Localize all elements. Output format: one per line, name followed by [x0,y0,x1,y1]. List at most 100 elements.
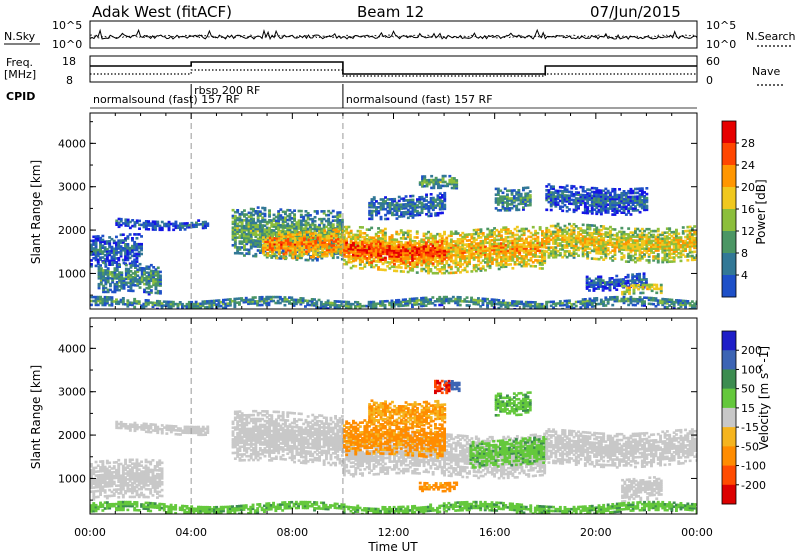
echo-cell [454,271,458,274]
echo-cell [688,237,692,240]
echo-cell [604,199,608,202]
echo-cell [167,220,171,224]
echo-cell [334,215,337,218]
echo-cell [522,251,526,254]
echo-cell [236,246,240,249]
echo-cell [138,278,142,282]
echo-cell [358,231,362,235]
echo-cell [309,236,313,239]
echo-cell [365,239,369,243]
echo-cell [368,228,371,231]
echo-cell [440,259,444,263]
echo-cell [597,202,601,206]
echo-cell [554,236,558,239]
echo-cell [634,187,637,191]
echo-cell [472,238,476,242]
echo-cell [104,290,108,294]
echo-cell [272,223,276,226]
echo-cell [579,237,583,240]
echo-cell [252,209,255,213]
echo-cell [554,203,558,206]
echo-cell [238,224,242,228]
echo-cell [529,253,533,256]
echo-cell [127,267,131,271]
echo-cell [131,279,135,283]
echo-cell [388,209,392,213]
echo-cell [265,232,269,236]
echo-cell [434,178,438,182]
echo-cell [504,261,508,264]
echo-cell [370,245,374,249]
echo-cell [281,228,285,231]
echo-cell [629,237,633,240]
echo-cell [284,232,287,235]
echo-cell [656,245,660,248]
echo-cell [124,237,127,240]
echo-cell [454,259,458,263]
echo-cell [449,234,453,238]
echo-cell [496,191,500,195]
echo-cell [443,266,446,269]
echo-cell [424,232,428,236]
echo-cell [486,258,490,262]
echo-cell [126,248,130,252]
echo-cell [479,243,483,247]
echo-cell [134,264,137,267]
echo-cell [429,256,433,260]
echo-cell [110,259,114,262]
echo-cell [570,230,574,234]
echo-cell [541,234,544,237]
echo-cell [299,221,303,225]
echo-cell [615,232,619,235]
echo-cell [399,231,403,234]
echo-cell [606,197,610,201]
echo-cell [404,249,408,253]
echo-cell [515,241,519,244]
echo-cell [459,255,462,258]
echo-cell [640,239,644,243]
echo-cell [368,243,371,247]
echo-cell [379,241,383,244]
echo-cell [365,259,369,262]
echo-cell [431,206,435,210]
echo-cell [315,258,319,262]
echo-cell [422,253,426,256]
echo-cell [502,251,506,255]
echo-cell [512,195,516,198]
echo-cell [654,229,658,233]
echo-cell [231,214,235,218]
echo-cell [358,258,362,261]
echo-cell [583,231,587,234]
echo-cell [568,194,571,198]
echo-cell [418,201,422,205]
echo-cell [525,251,528,254]
echo-cell [368,203,372,207]
echo-cell [468,243,471,246]
echo-cell [418,255,421,258]
echo-cell [356,244,360,248]
echo-cell [365,257,369,260]
echo-cell [90,265,93,268]
echo-cell [488,250,492,254]
echo-cell [538,241,542,245]
echo-cell [670,231,674,234]
echo-cell [602,193,606,196]
echo-cell [126,243,130,246]
echo-cell [406,247,410,250]
echo-cell [579,193,583,197]
echo-cell [490,239,494,242]
echo-cell [236,228,240,232]
echo-cell [420,263,424,267]
echo-cell [445,248,449,251]
echo-cell [620,226,624,230]
echo-cell [432,184,436,188]
echo-cell [368,205,372,209]
echo-cell [581,252,585,256]
echo-cell [579,185,583,189]
echo-cell [693,244,697,248]
echo-cell [349,237,353,241]
echo-cell [165,222,169,226]
echo-cell [384,202,387,205]
echo-cell [111,261,115,264]
echo-cell [163,224,166,228]
